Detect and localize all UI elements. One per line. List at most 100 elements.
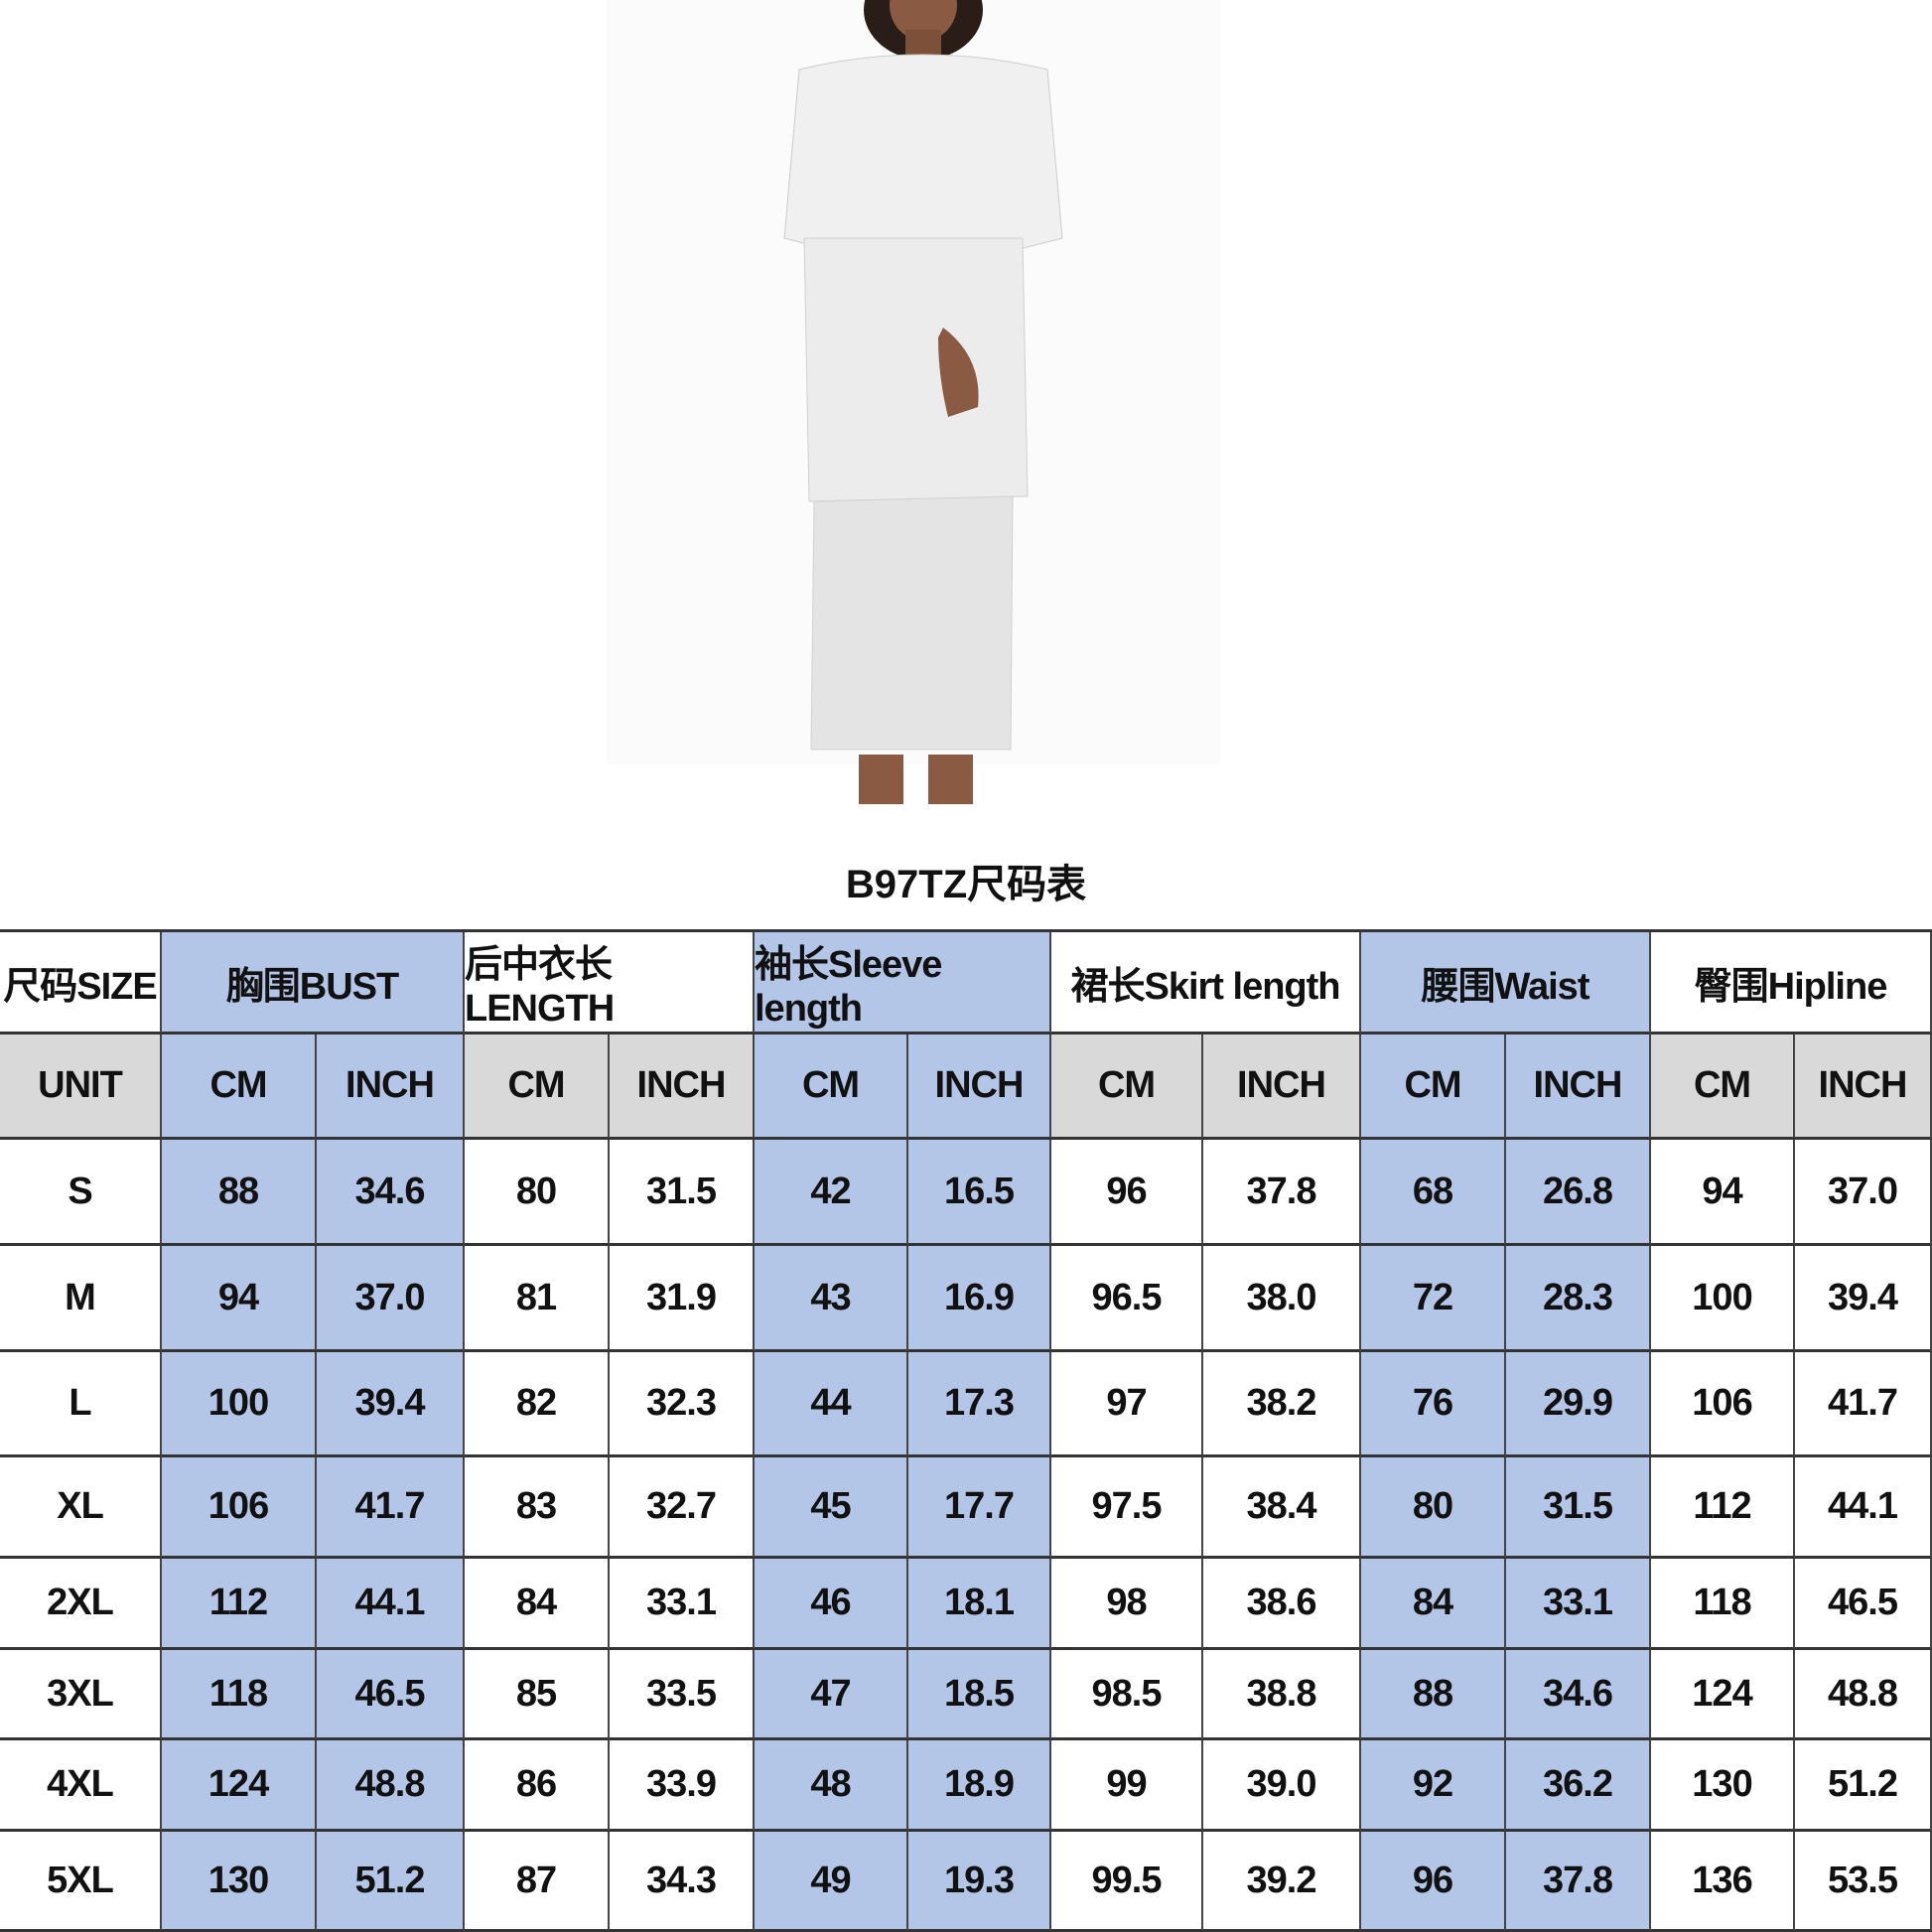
table-cell: 17.7 [908,1457,1051,1559]
header-cell: 尺码SIZE [0,932,162,1035]
table-cell: 97.5 [1051,1457,1203,1559]
unit-cell: CM [1361,1035,1506,1140]
table-cell: 44.1 [1795,1457,1932,1559]
table-cell: 84 [465,1559,610,1650]
table-cell: 81 [465,1246,610,1352]
table-cell: 99.5 [1051,1832,1203,1932]
table-cell: 38.2 [1203,1352,1361,1457]
unit-cell: INCH [610,1035,755,1140]
leg [859,755,903,804]
unit-cell: INCH [317,1035,465,1140]
table-cell: 38.0 [1203,1246,1361,1352]
overskirt [803,237,1029,502]
table-cell: L [0,1352,162,1457]
table-cell: 32.7 [610,1457,755,1559]
table-cell: 46.5 [1795,1559,1932,1650]
table-cell: 100 [1651,1246,1795,1352]
table-cell: 38.8 [1203,1650,1361,1740]
table-cell: 19.3 [908,1832,1051,1932]
table-cell: 46 [755,1559,908,1650]
table-cell: 80 [465,1140,610,1246]
table-cell: 97 [1051,1352,1203,1457]
skirt [810,495,1014,751]
table-cell: 130 [1651,1740,1795,1832]
table-cell: 96.5 [1051,1246,1203,1352]
table-cell: 51.2 [317,1832,465,1932]
table-cell: 92 [1361,1740,1506,1832]
unit-cell: INCH [1506,1035,1651,1140]
table-cell: 48.8 [317,1740,465,1832]
table-cell: 26.8 [1506,1140,1651,1246]
table-cell: 47 [755,1650,908,1740]
table-cell: 34.3 [610,1832,755,1932]
unit-cell: CM [1651,1035,1795,1140]
table-cell: 98.5 [1051,1650,1203,1740]
table-cell: 106 [1651,1352,1795,1457]
table-cell: 16.9 [908,1246,1051,1352]
table-cell: 68 [1361,1140,1506,1246]
table-cell: 37.0 [1795,1140,1932,1246]
table-cell: 88 [1361,1650,1506,1740]
table-cell: 38.6 [1203,1559,1361,1650]
table-cell: 31.5 [1506,1457,1651,1559]
table-cell: 112 [1651,1457,1795,1559]
table-cell: 18.9 [908,1740,1051,1832]
unit-cell: INCH [1795,1035,1932,1140]
table-cell: 100 [162,1352,317,1457]
table-cell: 39.0 [1203,1740,1361,1832]
unit-cell: CM [755,1035,908,1140]
table-cell: 37.0 [317,1246,465,1352]
table-cell: 18.5 [908,1650,1051,1740]
table-cell: 94 [162,1246,317,1352]
table-cell: 87 [465,1832,610,1932]
header-cell: 腰围Waist [1361,932,1651,1035]
header-cell: 裙长Skirt length [1051,932,1361,1035]
table-cell: 16.5 [908,1140,1051,1246]
product-photo [606,0,1221,804]
table-cell: 39.4 [1795,1246,1932,1352]
table-cell: 37.8 [1203,1140,1361,1246]
table-cell: 31.5 [610,1140,755,1246]
table-cell: 36.2 [1506,1740,1651,1832]
table-cell: 136 [1651,1832,1795,1932]
table-cell: 31.9 [610,1246,755,1352]
chart-title: B97TZ尺码表 [845,863,1087,906]
leg [928,755,973,804]
table-cell: 32.3 [610,1352,755,1457]
table-cell: 39.4 [317,1352,465,1457]
table-cell: 72 [1361,1246,1506,1352]
table-cell: 38.4 [1203,1457,1361,1559]
table-border [0,929,1932,932]
table-cell: 106 [162,1457,317,1559]
hand [938,328,979,417]
table-cell: 33.1 [610,1559,755,1650]
table-cell: S [0,1140,162,1246]
table-cell: 37.8 [1506,1832,1651,1932]
unit-cell: UNIT [0,1035,162,1140]
table-cell: 29.9 [1506,1352,1651,1457]
table-cell: 33.5 [610,1650,755,1740]
table-cell: 3XL [0,1650,162,1740]
table-cell: 44 [755,1352,908,1457]
table-cell: 49 [755,1832,908,1932]
table-cell: 4XL [0,1740,162,1832]
table-cell: 53.5 [1795,1832,1932,1932]
table-cell: 18.1 [908,1559,1051,1650]
table-cell: 48.8 [1795,1650,1932,1740]
table-cell: 46.5 [317,1650,465,1740]
table-cell: 130 [162,1832,317,1932]
table-cell: 88 [162,1140,317,1246]
table-cell: M [0,1246,162,1352]
table-cell: 41.7 [1795,1352,1932,1457]
table-cell: 39.2 [1203,1832,1361,1932]
table-cell: 17.3 [908,1352,1051,1457]
table-cell: 84 [1361,1559,1506,1650]
table-cell: 96 [1361,1832,1506,1932]
table-cell: XL [0,1457,162,1559]
table-cell: 41.7 [317,1457,465,1559]
table-cell: 42 [755,1140,908,1246]
table-cell: 80 [1361,1457,1506,1559]
table-cell: 2XL [0,1559,162,1650]
table-cell: 118 [162,1650,317,1740]
